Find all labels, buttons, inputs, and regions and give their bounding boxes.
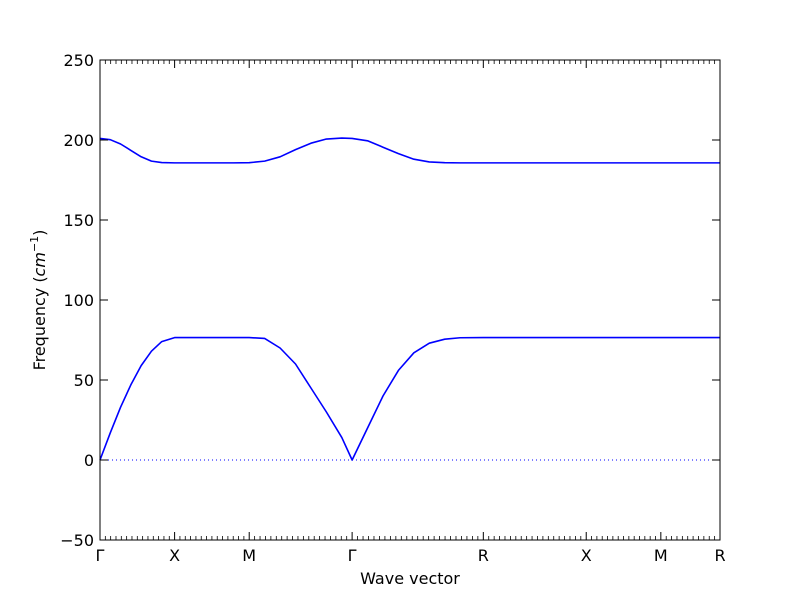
y-axis-label-exponent: −1: [28, 236, 41, 252]
y-tick-label: 50: [74, 371, 94, 390]
x-tick-label: X: [581, 546, 592, 565]
x-axis-label: Wave vector: [360, 569, 460, 588]
y-tick-label: 0: [84, 451, 94, 470]
x-tick-label: Γ: [96, 546, 105, 565]
y-tick-label: 250: [63, 51, 94, 70]
phonon-branch-1: [99, 336, 720, 461]
y-axis-label: Frequency (cm−1): [28, 230, 49, 371]
y-axis-label-text: Frequency: [30, 288, 49, 371]
y-tick-label: 100: [63, 291, 94, 310]
x-tick-label: M: [654, 546, 668, 565]
axes-frame: [99, 59, 721, 541]
x-tick-label: Γ: [348, 546, 357, 565]
x-tick-label: R: [714, 546, 725, 565]
phonon-branch-2: [99, 137, 720, 164]
y-axis-label-unit: cm: [30, 252, 49, 276]
y-tick-label: 200: [63, 131, 94, 150]
x-tick-label: M: [242, 546, 256, 565]
tick-labels: −50 0 50 100 150 200 250 Γ X M Γ R X M R: [60, 51, 725, 565]
y-tick-label: −50: [60, 531, 94, 550]
x-tick-label: R: [478, 546, 489, 565]
y-tick-label: 150: [63, 211, 94, 230]
plot-area: [99, 137, 720, 461]
x-tick-label: X: [169, 546, 180, 565]
